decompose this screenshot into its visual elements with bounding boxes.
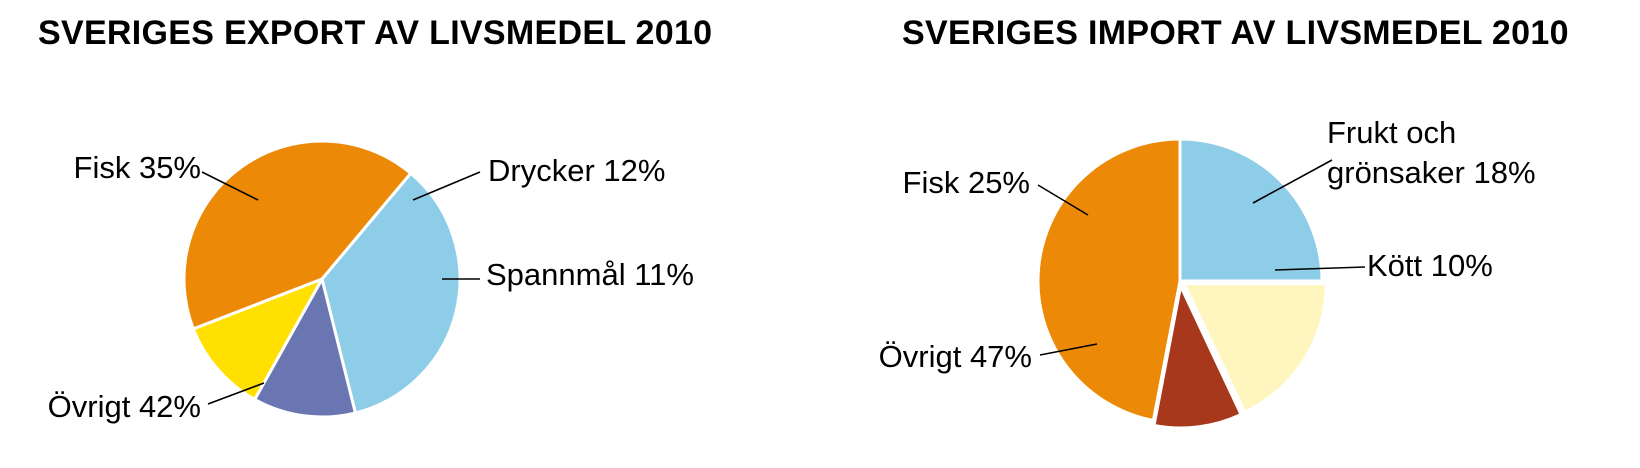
import-slice-fisk bbox=[1178, 137, 1324, 283]
export-leader-line bbox=[201, 171, 259, 201]
export-slice-label: Fisk 35% bbox=[74, 150, 201, 185]
import-slice-frukt-och-gronsaker bbox=[1182, 282, 1328, 414]
import-chart-title: SVERIGES IMPORT AV LIVSMEDEL 2010 bbox=[902, 14, 1569, 52]
export-slice-label: Drycker 12% bbox=[488, 153, 665, 188]
export-slice-ovrigt bbox=[182, 139, 413, 331]
export-slice-fisk bbox=[320, 171, 462, 415]
import-pie: Fisk 25% Frukt och grönsaker 18% Kött 10% Öv… bbox=[879, 115, 1536, 430]
import-slice-label: Övrigt 47% bbox=[879, 339, 1032, 374]
export-leader-line bbox=[412, 171, 481, 201]
import-slice-label: Frukt och grönsaker 18% bbox=[1327, 115, 1536, 190]
export-slice-label: Spannmål 11% bbox=[486, 257, 694, 292]
export-pie: Fisk 35% Drycker 12% Spannmål 11% Övrigt 42… bbox=[48, 139, 694, 424]
export-slice-spannmal bbox=[191, 277, 324, 401]
import-leader-line bbox=[1037, 184, 1089, 216]
import-leader-line bbox=[1274, 266, 1366, 271]
import-leader-line bbox=[1039, 343, 1098, 356]
import-slice-kott bbox=[1152, 284, 1243, 430]
export-slice-drycker bbox=[253, 277, 357, 419]
import-leader-line bbox=[1252, 159, 1333, 204]
export-chart-title: SVERIGES EXPORT AV LIVSMEDEL 2010 bbox=[38, 14, 713, 52]
import-slice-label: Fisk 25% bbox=[903, 165, 1030, 200]
export-leader-line bbox=[207, 382, 265, 405]
export-slice-label: Övrigt 42% bbox=[48, 389, 201, 424]
import-slice-label: Kött 10% bbox=[1367, 248, 1493, 283]
import-slice-ovrigt bbox=[1036, 137, 1182, 422]
